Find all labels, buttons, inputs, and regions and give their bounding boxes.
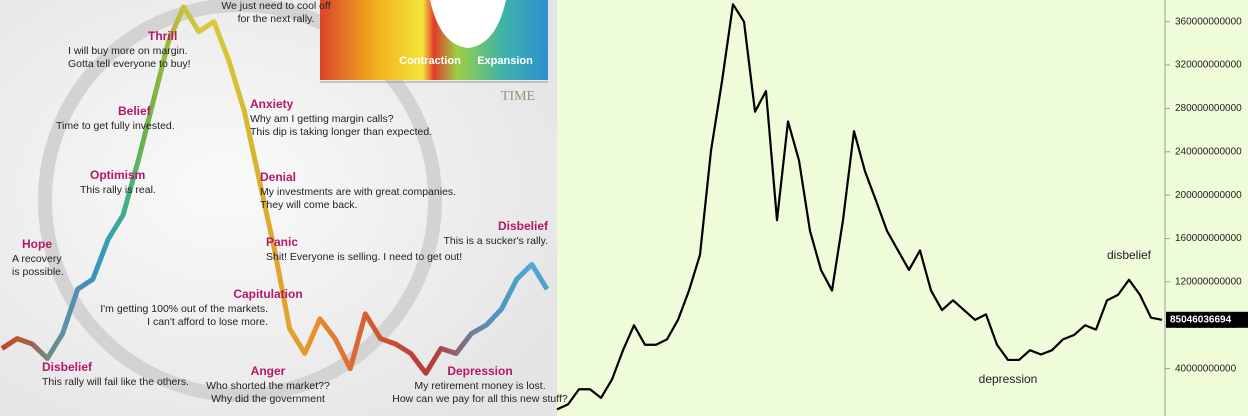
annotation-text: Time to get fully invested. bbox=[56, 120, 175, 132]
right-background bbox=[557, 0, 1248, 416]
inset: Contraction Expansion TIME bbox=[320, 0, 548, 104]
y-tick-label: 360000000000 bbox=[1175, 16, 1242, 27]
annotation-text: Shit! Everyone is selling. I need to get… bbox=[266, 251, 462, 263]
annotation-text: is possible. bbox=[12, 266, 64, 278]
annotation-text: Why did the government bbox=[211, 393, 325, 405]
annotation-title: Denial bbox=[260, 170, 296, 184]
annotation-text: I'm getting 100% out of the markets. bbox=[100, 303, 268, 315]
annotation: disbelief bbox=[1107, 248, 1152, 262]
annotation-title: Anxiety bbox=[250, 97, 294, 111]
annotation-text: We just need to cool off bbox=[221, 0, 330, 12]
annotation-text: This is a sucker's rally. bbox=[444, 235, 549, 247]
y-tick-label: 120000000000 bbox=[1175, 277, 1242, 288]
annotation-text: Why am I getting margin calls? bbox=[250, 113, 394, 125]
annotation-title: Hope bbox=[22, 237, 52, 251]
annotation-text: I will buy more on margin. bbox=[68, 45, 188, 57]
annotation-text: This rally will fail like the others. bbox=[42, 376, 189, 388]
annotation-title: Disbelief bbox=[42, 360, 93, 374]
y-tick-label: 240000000000 bbox=[1175, 146, 1242, 157]
annotation-title: Anger bbox=[251, 364, 286, 378]
annotation-text: Who shorted the market?? bbox=[206, 380, 330, 392]
annotation-title: Belief bbox=[118, 104, 152, 118]
cycle-line bbox=[0, 4, 550, 376]
y-tick-label: 200000000000 bbox=[1175, 190, 1242, 201]
annotation-title: Disbelief bbox=[498, 219, 549, 233]
annotation-text: My retirement money is lost. bbox=[414, 380, 545, 392]
last-value-label: 85046036694 bbox=[1170, 314, 1232, 325]
inset-curve bbox=[430, 0, 506, 48]
annotation: depression bbox=[979, 372, 1038, 386]
annotation-text: for the next rally. bbox=[238, 13, 315, 25]
inset-label: Expansion bbox=[477, 55, 533, 67]
y-tick-label: 320000000000 bbox=[1175, 60, 1242, 71]
annotation-text: I can't afford to lose more. bbox=[147, 316, 268, 328]
y-tick-label: 280000000000 bbox=[1175, 103, 1242, 114]
annotation-text: A recovery bbox=[12, 253, 62, 265]
annotation-title: Thrill bbox=[148, 29, 177, 43]
annotation-text: This dip is taking longer than expected. bbox=[250, 126, 432, 138]
last-value-box bbox=[1166, 311, 1248, 328]
annotation-text: How can we pay for all this new stuff? bbox=[392, 393, 568, 405]
annotation-text: Gotta tell everyone to buy! bbox=[68, 58, 191, 70]
inset-label: Contraction bbox=[399, 55, 461, 67]
watermark bbox=[38, 0, 442, 402]
annotation-title: Optimism bbox=[90, 168, 145, 182]
annotation-title: Panic bbox=[266, 235, 298, 249]
annotation-title: Capitulation bbox=[233, 287, 302, 301]
y-tick-label: 40000000000 bbox=[1175, 363, 1237, 374]
inset-axis-label: TIME bbox=[501, 89, 535, 104]
y-tick-label: 160000000000 bbox=[1175, 233, 1242, 244]
price-line bbox=[556, 3, 1163, 411]
annotation-title: Depression bbox=[447, 364, 512, 378]
annotation-text: My investments are with great companies. bbox=[260, 186, 456, 198]
annotation-text: This rally is real. bbox=[80, 184, 156, 196]
annotation-text: They will come back. bbox=[260, 199, 357, 211]
